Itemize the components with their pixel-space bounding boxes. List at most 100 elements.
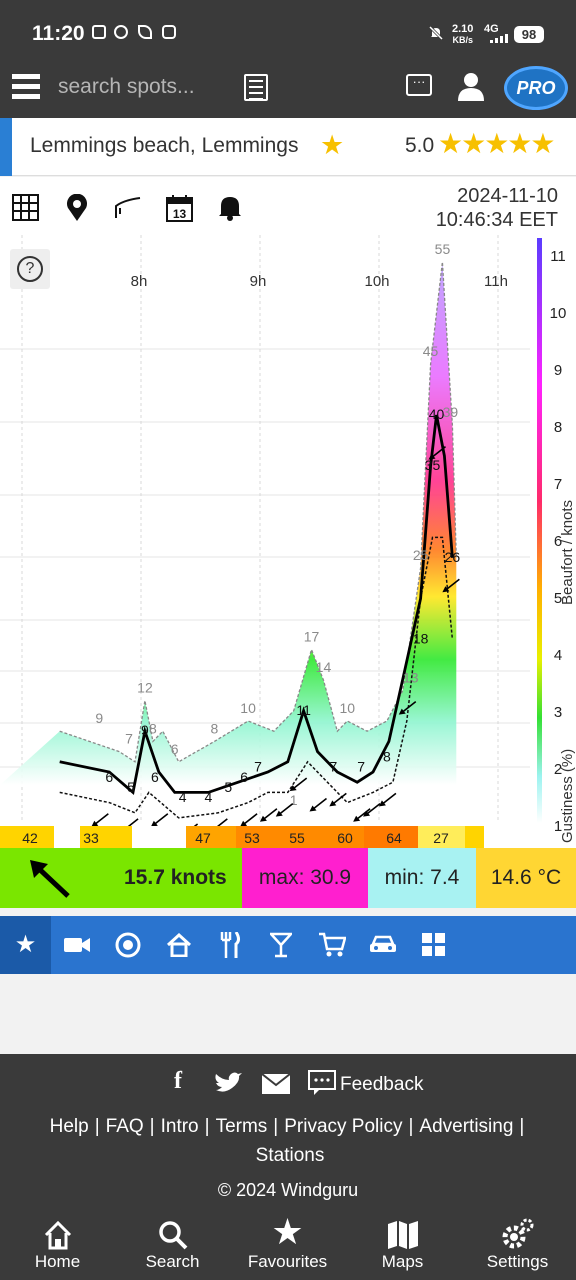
user-icon[interactable]	[458, 72, 484, 102]
gust-label: 10	[339, 700, 355, 716]
min-label: 5	[224, 779, 232, 795]
search-input[interactable]	[58, 72, 228, 102]
beaufort-tick: 5	[554, 590, 562, 607]
spot-title-bar: Lemmings beach, Lemmings ★ 5.0 ★★★★★	[0, 118, 576, 176]
gust-label: 7	[125, 731, 133, 747]
category-bar-icon[interactable]	[255, 916, 306, 974]
mean-label: 35	[425, 457, 441, 473]
intro-link[interactable]: Intro	[160, 1116, 199, 1137]
table-view-icon[interactable]	[12, 194, 39, 221]
pro-badge[interactable]: PRO	[504, 66, 568, 110]
gustiness-value: 47	[195, 830, 211, 846]
favourite-star-icon[interactable]: ★	[320, 130, 345, 160]
wind-arrow-icon	[442, 578, 460, 593]
gust-band	[465, 826, 484, 848]
map-icon	[345, 1214, 460, 1252]
help-link[interactable]: Help	[49, 1116, 89, 1137]
beaufort-tick: 11	[550, 248, 566, 265]
feedback-link[interactable]: Feedback	[340, 1074, 424, 1095]
wind-arrow-icon	[329, 792, 347, 807]
gust-band	[80, 826, 132, 848]
feedback-icon[interactable]	[308, 1070, 336, 1096]
chart-help-button[interactable]: ?	[10, 249, 50, 289]
status-bar: 11:20 2.10 KB/s 4G 98	[0, 0, 576, 66]
rating-stars-icon: ★★★★★	[438, 128, 556, 159]
alert-bell-icon[interactable]	[218, 194, 242, 221]
spot-name: Lemmings beach, Lemmings	[30, 134, 299, 157]
gust-label: 39	[443, 404, 459, 420]
nav-maps[interactable]: Maps	[345, 1214, 460, 1280]
gust-label: 8	[149, 720, 157, 736]
category-accommodation-icon[interactable]	[153, 916, 204, 974]
gear-icon	[460, 1214, 575, 1252]
spot-toolbar: 13 2024-11-10 10:46:34 EET	[0, 177, 576, 235]
category-webcam-icon[interactable]	[51, 916, 102, 974]
x-tick-label: 8h	[131, 273, 148, 290]
category-favourites-star-icon[interactable]: ★	[0, 916, 51, 974]
category-restaurant-icon[interactable]	[204, 916, 255, 974]
category-bar: ★	[0, 916, 576, 974]
gust-label: 6	[171, 741, 179, 757]
mean-label: 40	[429, 406, 445, 422]
faq-link[interactable]: FAQ	[105, 1116, 144, 1137]
wind-arrow-icon	[240, 813, 258, 827]
gust-band	[268, 826, 332, 848]
wind-arrow-icon	[150, 813, 169, 827]
category-car-rental-icon[interactable]	[357, 916, 408, 974]
social-links: f	[0, 1068, 576, 1102]
privacy-link[interactable]: Privacy Policy	[284, 1116, 403, 1137]
mean-label: 9	[141, 722, 149, 738]
hamburger-menu-icon[interactable]	[12, 74, 40, 100]
gust-label: 45	[423, 343, 439, 359]
data-labels: 9712868101171410132545553991118354026656…	[95, 241, 460, 808]
advertising-link[interactable]: Advertising	[419, 1116, 514, 1137]
wind-chart[interactable]: 8h 9h 10h 11h 9 7 12 8 6 8 10 1 17 14 10 13 25 45 55 39 9 11…	[0, 235, 576, 848]
nav-settings[interactable]: Settings	[460, 1214, 575, 1280]
nav-search[interactable]: Search	[115, 1214, 230, 1280]
min-label: 6	[105, 769, 113, 785]
gust-label: 10	[240, 700, 256, 716]
spot-list-icon[interactable]	[244, 74, 268, 101]
min-label: 4	[205, 789, 213, 805]
help-icon: ?	[17, 256, 43, 282]
wind-arrow-icon	[289, 777, 308, 792]
nav-home[interactable]: Home	[0, 1214, 115, 1280]
status-data-speed: 2.10 KB/s	[452, 24, 473, 46]
gust-label: 9	[95, 710, 103, 726]
spot-rating: 5.0	[405, 134, 435, 157]
home-icon	[0, 1214, 115, 1252]
mute-icon	[428, 25, 444, 41]
stations-link[interactable]: Stations	[255, 1145, 325, 1166]
signal-icon	[490, 34, 508, 43]
calendar-icon[interactable]: 13	[166, 194, 193, 222]
terms-link[interactable]: Terms	[215, 1116, 268, 1137]
wind-arrow-icon	[91, 813, 109, 827]
nav-favourites[interactable]: ★ Favourites	[230, 1214, 345, 1280]
messages-icon[interactable]: ···	[406, 74, 432, 96]
twitter-icon[interactable]	[214, 1072, 242, 1094]
nav-home-label: Home	[34, 1252, 81, 1271]
location-pin-icon[interactable]	[66, 194, 88, 222]
email-icon[interactable]	[262, 1074, 290, 1094]
observation-date: 2024-11-10	[457, 185, 558, 207]
wind-speed: 15.7 knots	[124, 866, 227, 889]
category-shop-icon[interactable]	[306, 916, 357, 974]
beaufort-tick: 1	[554, 818, 562, 835]
facebook-icon[interactable]: f	[174, 1068, 182, 1094]
gustiness-value: 55	[289, 830, 305, 846]
category-more-grid-icon[interactable]	[408, 916, 459, 974]
nav-settings-label: Settings	[486, 1252, 549, 1271]
app-header: ··· PRO	[0, 66, 576, 118]
wind-graph-icon[interactable]	[114, 194, 142, 220]
mean-label: 18	[413, 630, 429, 646]
category-station-icon[interactable]	[102, 916, 153, 974]
beaufort-color-scale	[537, 238, 542, 823]
gust-band	[332, 826, 364, 848]
min-label: 7	[357, 759, 365, 775]
gust-label: 55	[435, 241, 451, 257]
gust-area	[0, 262, 457, 785]
gust-band	[0, 826, 54, 848]
y-axis-label: Beaufort / knots	[559, 500, 576, 605]
beaufort-scale-labels: 11 10 9 8 7 6 5 4 3 2 1	[550, 248, 567, 835]
wind-arrow-icon	[428, 445, 446, 460]
